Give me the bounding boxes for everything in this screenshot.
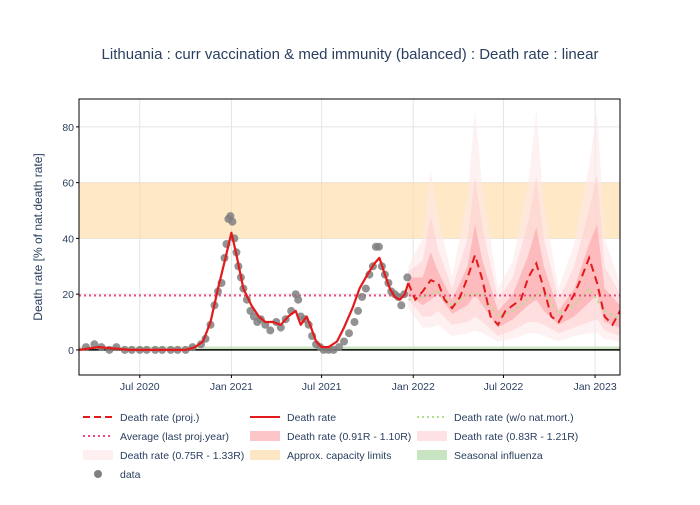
data-point xyxy=(403,273,412,282)
legend[interactable]: Death rate (proj.) Death rate Death rate (… xyxy=(83,412,578,481)
legend-label: Death rate (w/o nat.mort.) xyxy=(454,412,574,424)
plot-content xyxy=(79,99,620,375)
x-tick-label: Jan 2022 xyxy=(392,381,435,393)
legend-label: Seasonal influenza xyxy=(454,450,543,462)
legend-swatch xyxy=(83,450,113,460)
legend-label: Death rate (0.75R - 1.33R) xyxy=(120,450,244,462)
y-axis-title: Death rate [% of nat.death rate] xyxy=(31,153,45,320)
influenza-band xyxy=(79,346,620,351)
x-tick-label: Jan 2021 xyxy=(210,381,253,393)
x-tick-label: Jul 2020 xyxy=(120,381,160,393)
data-point xyxy=(374,242,383,251)
legend-label: Average (last proj.year) xyxy=(120,431,229,443)
data-point xyxy=(294,295,303,304)
x-tick-label: Jul 2021 xyxy=(302,381,342,393)
legend-label: Death rate xyxy=(287,412,336,424)
legend-item[interactable]: Death rate (0.75R - 1.33R) xyxy=(83,450,244,462)
legend-item[interactable]: Death rate (proj.) xyxy=(83,412,199,424)
legend-swatch xyxy=(250,431,280,441)
legend-item[interactable]: Approx. capacity limits xyxy=(250,450,391,462)
death-rate-proj-line xyxy=(407,251,620,327)
legend-label: Death rate (proj.) xyxy=(120,412,199,424)
legend-item[interactable]: Death rate xyxy=(250,412,336,424)
legend-swatch xyxy=(417,450,447,460)
data-point xyxy=(266,326,275,335)
data-point xyxy=(358,292,366,301)
legend-item[interactable]: Death rate (0.83R - 1.21R) xyxy=(417,431,578,443)
legend-item[interactable]: Death rate (w/o nat.mort.) xyxy=(417,412,574,424)
data-point xyxy=(340,337,348,346)
data-point xyxy=(350,318,359,326)
legend-label: Approx. capacity limits xyxy=(287,450,391,462)
death-rate-line xyxy=(79,231,410,351)
data-point xyxy=(276,323,285,332)
legend-item[interactable]: data xyxy=(94,469,141,481)
y-tick-label: 40 xyxy=(62,233,74,245)
legend-swatch xyxy=(250,450,280,460)
data-point xyxy=(345,329,353,338)
data-point xyxy=(361,284,370,293)
death-rate-wo-natmort-line xyxy=(408,287,620,320)
data-point xyxy=(354,306,362,315)
chart-title: Lithuania : curr vaccination & med immun… xyxy=(102,46,599,63)
legend-item[interactable]: Average (last proj.year) xyxy=(83,431,229,443)
y-tick-label: 60 xyxy=(62,178,74,190)
projection-band xyxy=(408,224,620,328)
plot-frame xyxy=(78,98,621,376)
y-tick-label: 20 xyxy=(62,289,74,301)
data-point xyxy=(228,217,237,226)
x-tick-label: Jan 2023 xyxy=(573,381,616,393)
x-tick-label: Jul 2022 xyxy=(484,381,524,393)
data-point xyxy=(335,343,343,352)
data-point xyxy=(90,340,99,349)
legend-label: data xyxy=(120,469,141,481)
legend-item[interactable]: Seasonal influenza xyxy=(417,450,543,462)
y-tick-label: 80 xyxy=(62,122,74,134)
legend-label: Death rate (0.83R - 1.21R) xyxy=(454,431,578,443)
plot-area[interactable]: 0 20 40 60 80 Jul 2020 Jan 2021 Jul 2021 Jan 202… xyxy=(62,98,621,393)
y-tick-label: 0 xyxy=(68,345,74,357)
legend-label: Death rate (0.91R - 1.10R) xyxy=(287,431,411,443)
legend-item[interactable]: Death rate (0.91R - 1.10R) xyxy=(250,431,411,443)
legend-swatch xyxy=(94,470,102,478)
data-point xyxy=(397,301,406,310)
legend-swatch xyxy=(417,431,447,441)
